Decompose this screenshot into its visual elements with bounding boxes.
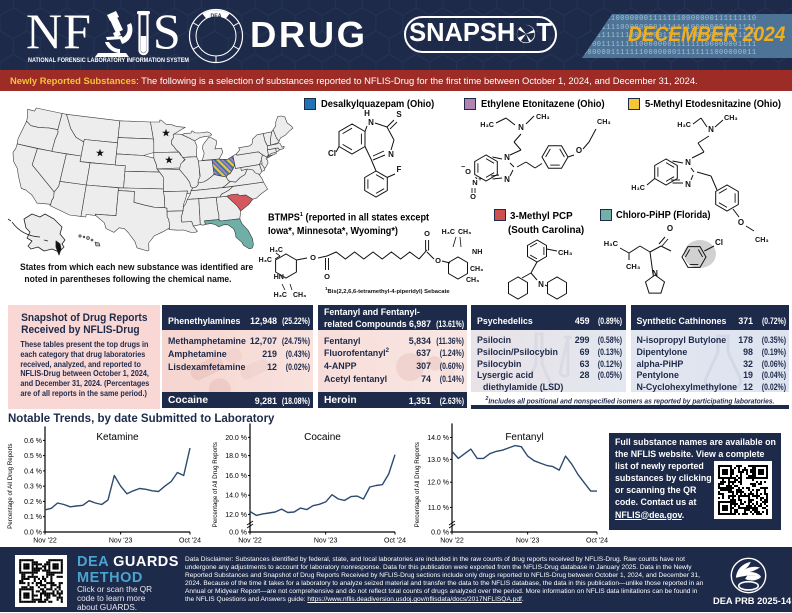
svg-text:14.0 %: 14.0 %	[427, 435, 449, 442]
svg-text:N: N	[518, 123, 524, 132]
svg-text:Oct '24: Oct '24	[179, 538, 201, 545]
svg-text:CH₃: CH₃	[470, 266, 483, 273]
svg-text:O: O	[576, 146, 582, 155]
svg-text:N: N	[538, 280, 544, 289]
svg-text:H₃C: H₃C	[480, 120, 494, 129]
svg-text:16.0 %: 16.0 %	[225, 473, 247, 480]
svg-text:H₃C: H₃C	[442, 229, 455, 236]
svg-text:CH₃: CH₃	[626, 262, 641, 271]
svg-text:CH₃: CH₃	[536, 112, 550, 121]
svg-text:CH₃: CH₃	[755, 235, 769, 244]
svg-text:H₃C: H₃C	[604, 239, 619, 248]
svg-text:O: O	[465, 167, 471, 176]
svg-text:Cl: Cl	[328, 149, 336, 158]
svg-text:H₃C: H₃C	[631, 183, 645, 192]
svg-text:O: O	[435, 256, 441, 265]
svg-text:S: S	[396, 110, 402, 119]
svg-text:O: O	[667, 224, 673, 233]
svg-text:DEA: DEA	[211, 14, 222, 20]
svg-text:0.0 %: 0.0 %	[24, 530, 42, 537]
svg-text:CH₃: CH₃	[293, 292, 306, 299]
svg-text:Percentage of All Drug Reports: Percentage of All Drug Reports	[414, 442, 421, 527]
svg-text:+: +	[478, 177, 482, 183]
svg-text:Nov '23: Nov '23	[516, 538, 540, 545]
svg-text:O: O	[424, 229, 430, 238]
svg-text:11.0 %: 11.0 %	[428, 505, 449, 512]
svg-text:H: H	[364, 109, 370, 118]
svg-text:14.0 %: 14.0 %	[225, 493, 247, 500]
svg-text:0.0 %: 0.0 %	[229, 530, 247, 537]
svg-text:H₃C: H₃C	[677, 120, 691, 129]
svg-text:12.0 %: 12.0 %	[427, 480, 449, 487]
svg-text:Nov '22: Nov '22	[238, 538, 262, 545]
svg-text:F: F	[397, 165, 402, 174]
svg-text:HN: HN	[274, 272, 284, 281]
svg-text:20.0 %: 20.0 %	[225, 435, 247, 442]
svg-text:O: O	[310, 253, 316, 262]
svg-text:N: N	[504, 175, 510, 184]
svg-text:0.2 %: 0.2 %	[24, 499, 42, 506]
svg-text:CH₃: CH₃	[466, 277, 479, 284]
svg-text:Percentage of All Drug Reports: Percentage of All Drug Reports	[212, 442, 219, 527]
svg-text:H₃C: H₃C	[259, 257, 272, 264]
svg-text:CH₃: CH₃	[558, 248, 573, 257]
svg-text:Oct '24: Oct '24	[586, 538, 608, 545]
svg-text:N: N	[368, 118, 374, 127]
svg-text:O: O	[470, 192, 476, 201]
svg-text:H₃C: H₃C	[270, 247, 283, 254]
svg-text:Percentage of All Drug Reports: Percentage of All Drug Reports	[7, 444, 14, 529]
svg-text:N: N	[685, 158, 691, 167]
svg-text:Cocaine: Cocaine	[304, 432, 341, 443]
svg-text:Ketamine: Ketamine	[96, 432, 139, 443]
svg-text:13.0 %: 13.0 %	[427, 457, 449, 464]
svg-text:0.5 %: 0.5 %	[24, 453, 42, 460]
svg-text:N: N	[472, 178, 477, 187]
svg-text:−: −	[461, 164, 465, 171]
svg-text:12.0 %: 12.0 %	[225, 512, 247, 519]
svg-text:Nov '22: Nov '22	[440, 538, 464, 545]
svg-text:18.0 %: 18.0 %	[225, 453, 247, 460]
svg-text:H₃C: H₃C	[274, 292, 287, 299]
svg-text:Fentanyl: Fentanyl	[505, 432, 543, 443]
svg-text:O: O	[738, 218, 744, 227]
svg-text:CH₃: CH₃	[458, 229, 471, 236]
svg-text:N: N	[652, 269, 658, 278]
svg-text:Oct '24: Oct '24	[384, 538, 406, 545]
svg-text:0.3 %: 0.3 %	[24, 484, 42, 491]
svg-text:0.1 %: 0.1 %	[24, 514, 42, 521]
svg-text:N: N	[685, 180, 691, 189]
svg-text:Cl: Cl	[715, 238, 723, 247]
svg-text:Nov '23: Nov '23	[314, 538, 338, 545]
svg-text:CH₃: CH₃	[724, 113, 738, 122]
svg-text:0.0 %: 0.0 %	[431, 530, 449, 537]
svg-text:NH: NH	[472, 247, 482, 256]
svg-text:N: N	[504, 153, 510, 162]
svg-text:Nov '22: Nov '22	[33, 538, 57, 545]
svg-text:O: O	[324, 272, 330, 281]
svg-text:Nov '23: Nov '23	[109, 538, 133, 545]
svg-text:N: N	[708, 125, 714, 134]
svg-text:N: N	[388, 150, 394, 159]
svg-text:CH₃: CH₃	[597, 117, 611, 126]
svg-text:0.6 %: 0.6 %	[24, 438, 42, 445]
svg-text:0.4 %: 0.4 %	[24, 468, 42, 475]
